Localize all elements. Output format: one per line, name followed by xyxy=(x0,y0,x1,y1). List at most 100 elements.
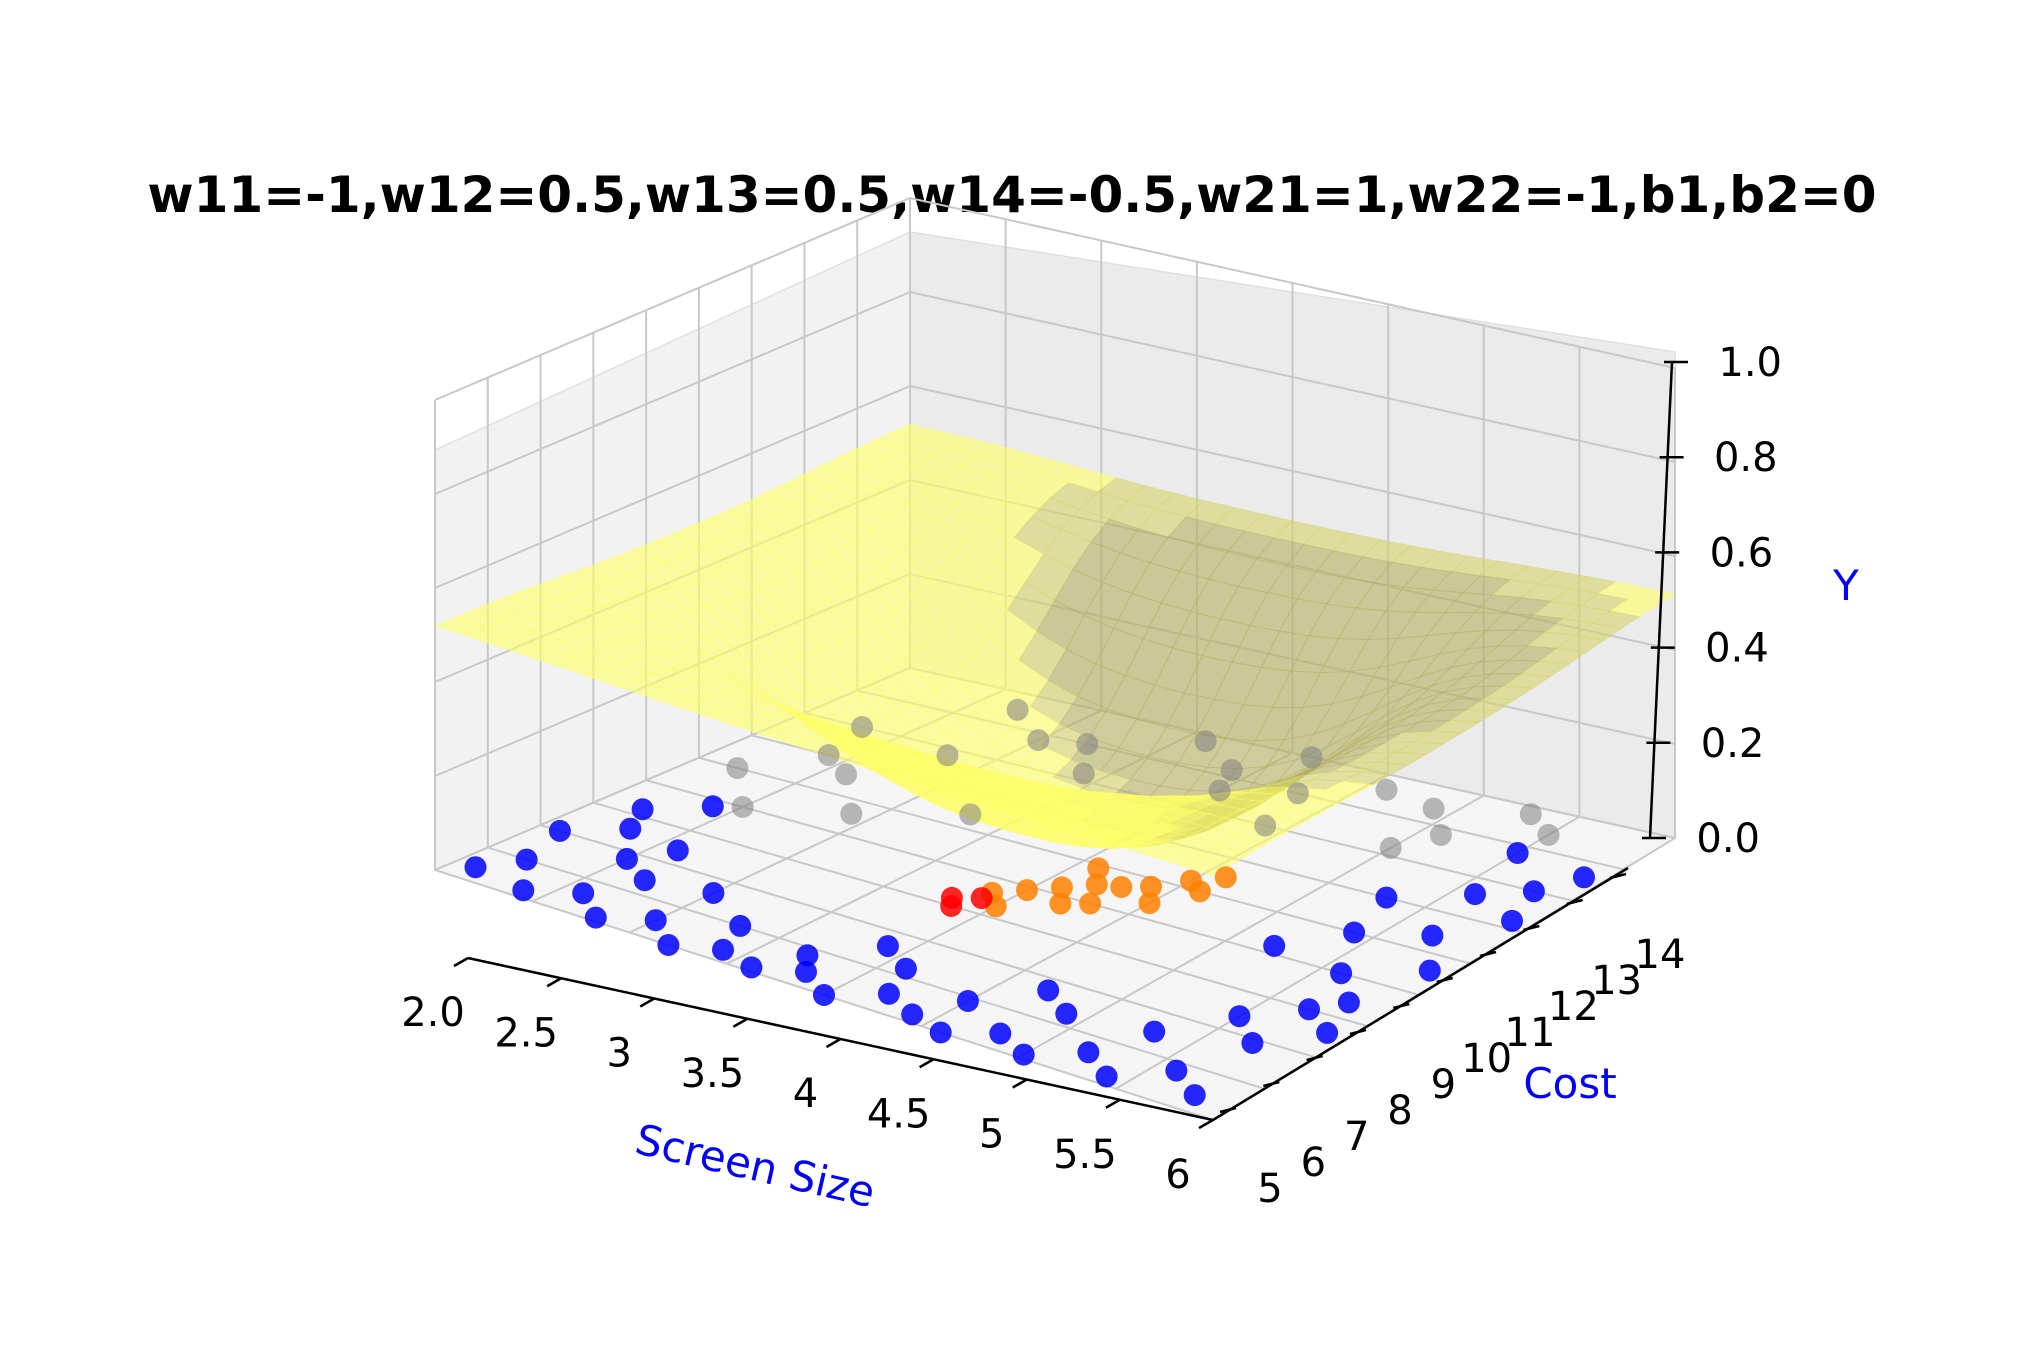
y-axis-label: Cost xyxy=(1523,1059,1616,1108)
scatter-point xyxy=(657,934,680,956)
scatter-point xyxy=(817,744,840,766)
scatter-point xyxy=(1506,842,1529,864)
scatter-point xyxy=(1379,836,1402,859)
x-tick-label: 2.5 xyxy=(494,1010,558,1056)
scatter-point xyxy=(929,1021,952,1044)
scatter-point xyxy=(1300,746,1323,769)
y-tick-mark xyxy=(1219,1106,1237,1114)
z-tick-label: 0.8 xyxy=(1714,435,1778,481)
scatter-point xyxy=(712,938,734,961)
scatter-point xyxy=(1095,1065,1118,1088)
scatter-point xyxy=(1049,892,1072,915)
scatter-point xyxy=(1429,824,1452,846)
surface-cell xyxy=(1448,708,1499,723)
scatter-point xyxy=(1316,1021,1339,1044)
scatter-point xyxy=(1220,759,1243,782)
x-tick-label: 2.0 xyxy=(401,990,465,1036)
z-tick-label: 0.0 xyxy=(1696,816,1760,862)
chart-title: w11=-1,w12=0.5,w13=0.5,w14=-0.5,w21=1,w2… xyxy=(147,166,1876,224)
scatter-point xyxy=(701,795,724,818)
scatter-point xyxy=(731,796,754,818)
scatter-point xyxy=(1343,921,1366,944)
scatter-point xyxy=(1298,998,1320,1021)
x-tick-label: 4.5 xyxy=(867,1091,931,1137)
scatter-point xyxy=(619,817,642,840)
scatter-point xyxy=(726,757,749,780)
y-tick-mark xyxy=(1609,872,1627,880)
y-axis-line xyxy=(1212,866,1629,1122)
z-tick-label: 0.2 xyxy=(1701,721,1765,767)
scatter-point xyxy=(901,1003,924,1026)
scatter-points xyxy=(464,698,1595,1107)
scatter-point xyxy=(1194,730,1217,753)
scatter-point xyxy=(729,914,752,937)
scatter-point xyxy=(1214,866,1237,889)
scatter-point xyxy=(1072,762,1095,785)
grid-line xyxy=(434,290,1676,495)
scatter-point xyxy=(956,990,979,1012)
y-tick-label: 12 xyxy=(1548,984,1599,1030)
scatter-point xyxy=(1138,892,1161,915)
scatter-point xyxy=(1110,876,1133,898)
x-tick-mark xyxy=(1012,1078,1028,1089)
scatter-point xyxy=(548,819,571,842)
surface-cell xyxy=(1555,634,1606,653)
scatter-point xyxy=(1537,823,1560,846)
scatter-point xyxy=(1087,857,1110,880)
scatter-point xyxy=(940,895,963,917)
y-tick-label: 8 xyxy=(1387,1088,1412,1134)
x-tick-mark xyxy=(546,977,562,988)
x-tick-mark xyxy=(825,1037,842,1049)
scatter-point xyxy=(876,935,899,958)
scatter-point xyxy=(1079,892,1102,915)
scatter-point xyxy=(840,802,863,825)
scatter-point xyxy=(1037,979,1060,1002)
x-tick-mark xyxy=(1105,1098,1121,1109)
scatter-point xyxy=(835,763,857,786)
y-tick-mark xyxy=(1263,1080,1280,1088)
scatter-point xyxy=(1418,959,1441,982)
grid-line xyxy=(434,196,1676,401)
x-tick-label: 6 xyxy=(1165,1152,1190,1198)
scatter-point xyxy=(1501,909,1523,932)
y-tick-mark xyxy=(1566,898,1583,906)
x-tick-mark xyxy=(639,997,655,1008)
scatter-point xyxy=(1183,1084,1206,1107)
scatter-point xyxy=(584,906,607,929)
y-tick-label: 11 xyxy=(1505,1010,1556,1056)
z-tick-label: 1.0 xyxy=(1718,340,1782,386)
scatter-point xyxy=(633,869,656,892)
scatter-point xyxy=(1422,797,1445,820)
scatter-point xyxy=(1286,782,1309,805)
scatter-point xyxy=(512,879,535,902)
z-axis-label: Y xyxy=(1832,561,1859,610)
y-tick-label: 5 xyxy=(1257,1166,1282,1212)
x-axis-label: Screen Size xyxy=(631,1115,880,1218)
scatter-point xyxy=(1016,879,1038,902)
scatter-point xyxy=(813,984,835,1006)
y-tick-mark xyxy=(1436,976,1453,984)
scatter-point xyxy=(1421,924,1444,947)
scatter-point xyxy=(1573,866,1595,889)
z-axis-line xyxy=(1648,361,1674,839)
y-tick-label: 7 xyxy=(1344,1114,1369,1160)
scatter-point xyxy=(515,848,538,871)
scatter-point xyxy=(877,982,900,1005)
scatter-point xyxy=(1241,1032,1264,1054)
scatter-point xyxy=(989,1022,1012,1045)
scatter-point xyxy=(1027,729,1050,752)
scatter-point xyxy=(796,944,819,967)
surface-cell xyxy=(1626,587,1677,606)
scatter-point xyxy=(1012,1043,1035,1066)
scatter-point xyxy=(464,856,487,879)
grid-line xyxy=(434,384,1676,589)
scatter-point xyxy=(1254,814,1277,837)
x-tick-mark xyxy=(919,1058,935,1069)
scatter-point xyxy=(851,716,873,738)
x-tick-mark xyxy=(1198,1118,1214,1130)
scatter-point xyxy=(959,803,982,826)
x-tick-mark xyxy=(453,956,469,968)
scatter-point xyxy=(970,887,993,910)
y-tick-mark xyxy=(1523,924,1540,932)
